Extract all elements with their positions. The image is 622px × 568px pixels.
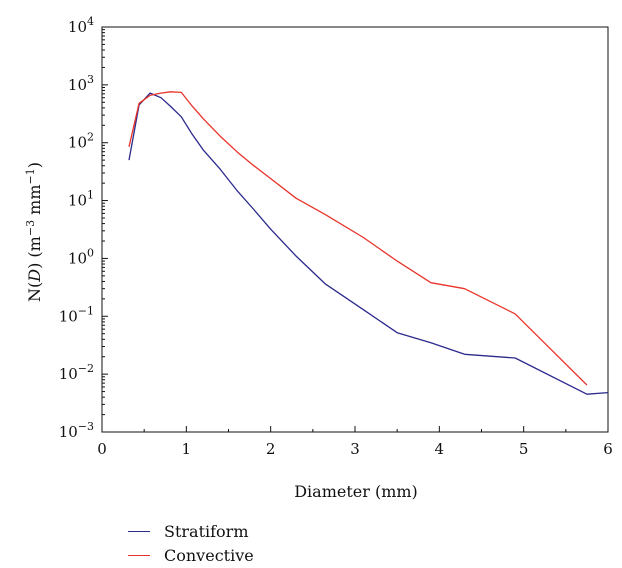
legend-item-convective: Convective xyxy=(128,543,254,567)
series-line-stratiform xyxy=(128,92,609,395)
y-tick-label: 100 xyxy=(68,246,94,267)
legend-item-stratiform: Stratiform xyxy=(128,519,254,543)
x-axis-label: Diameter (mm) xyxy=(294,482,418,501)
y-tick-label: 10−1 xyxy=(59,304,94,325)
x-tick-label: 6 xyxy=(603,440,613,458)
legend-swatch-stratiform xyxy=(128,530,150,532)
legend-label-convective: Convective xyxy=(164,545,254,565)
x-tick-label: 5 xyxy=(519,440,529,458)
series-lines xyxy=(128,91,609,395)
plot-frame xyxy=(101,26,609,433)
x-tick-label: 0 xyxy=(97,440,107,458)
legend: Stratiform Convective xyxy=(128,519,254,567)
plot-area-border xyxy=(101,26,609,433)
y-axis-label: N(D) (m−3 mm−1) xyxy=(24,162,45,302)
y-tick-label: 10−2 xyxy=(59,362,94,383)
x-tick-label: 2 xyxy=(266,440,276,458)
x-tick-label: 4 xyxy=(435,440,445,458)
x-tick-label: 1 xyxy=(182,440,192,458)
y-tick-label: 10−3 xyxy=(59,420,94,441)
y-tick-label: 101 xyxy=(68,189,94,210)
y-tick-label: 103 xyxy=(68,73,94,94)
legend-swatch-convective xyxy=(128,554,150,556)
legend-label-stratiform: Stratiform xyxy=(164,521,249,541)
series-line-convective xyxy=(128,91,588,386)
y-axis-ticks: 10−3 10−2 10−1 100 101 102 103 104 xyxy=(59,15,108,441)
x-axis-ticks: 0 1 2 3 4 5 6 xyxy=(97,426,613,458)
x-tick-label: 3 xyxy=(350,440,360,458)
y-tick-label: 102 xyxy=(68,131,94,152)
y-tick-label: 104 xyxy=(68,15,94,36)
